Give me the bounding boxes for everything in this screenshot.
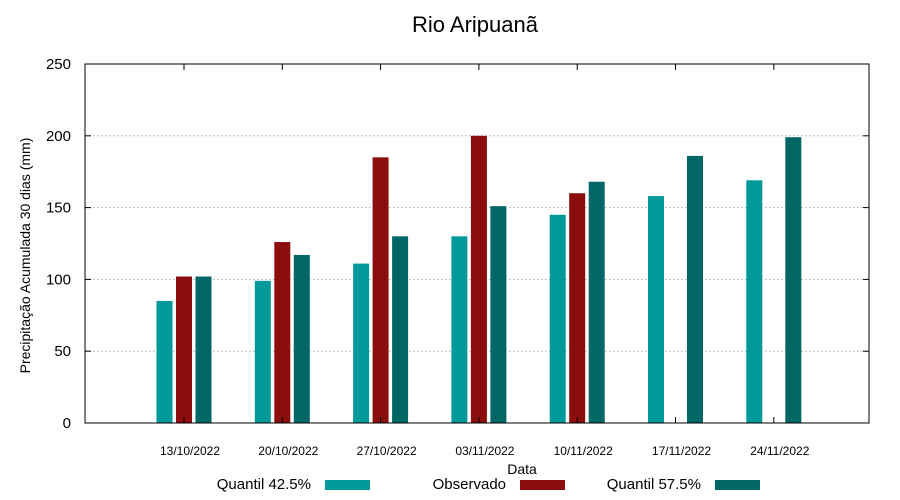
y-tick-label: 100 — [46, 271, 71, 288]
bar — [293, 254, 310, 423]
x-axis-ticks: 13/10/2022 20/10/2022 27/10/2022 03/11/2022… — [160, 64, 810, 458]
legend-label: Quantil 57.5% — [607, 476, 701, 493]
bar — [392, 236, 409, 423]
y-axis-ticks: 0 50 100 150 200 250 — [46, 56, 869, 432]
x-tick-label: 24/11/2022 — [750, 444, 809, 458]
bar — [254, 280, 271, 423]
x-tick-label: 03/11/2022 — [455, 444, 514, 458]
bar — [648, 196, 664, 423]
bar — [470, 135, 487, 424]
x-tick-label: 13/10/2022 — [160, 444, 220, 458]
bar — [746, 180, 763, 423]
x-tick-label: 20/10/2022 — [258, 444, 318, 458]
chart-title: Rio Aripuanã — [412, 12, 539, 37]
bar — [451, 236, 468, 423]
x-axis-label: Data — [507, 461, 537, 477]
plot-area-frame — [84, 63, 870, 424]
bar — [156, 300, 173, 423]
bar — [353, 263, 370, 423]
x-tick-label: 27/10/2022 — [357, 444, 417, 458]
y-tick-label: 200 — [46, 128, 71, 145]
legend-label: Quantil 42.5% — [217, 476, 311, 493]
y-tick-label: 50 — [54, 343, 71, 360]
bars — [156, 135, 802, 424]
bar — [176, 276, 192, 423]
bar — [785, 137, 802, 423]
y-tick-label: 0 — [63, 415, 71, 432]
bar — [588, 181, 605, 423]
y-tick-label: 150 — [46, 200, 71, 217]
legend: Quantil 42.5% Observado Quantil 57.5% — [217, 476, 760, 493]
y-axis-label: Precipitação Acumulada 30 dias (mm) — [17, 138, 33, 374]
x-tick-label: 17/11/2022 — [652, 444, 711, 458]
bar — [274, 242, 291, 423]
bar — [195, 276, 212, 423]
legend-label: Observado — [433, 476, 506, 493]
legend-swatch — [325, 480, 370, 490]
y-tick-label: 250 — [46, 56, 71, 73]
bar — [490, 206, 507, 423]
legend-swatch — [715, 480, 760, 490]
legend-swatch — [520, 480, 565, 490]
bar — [687, 155, 703, 424]
bar — [569, 193, 586, 423]
bar — [372, 157, 389, 423]
bar — [549, 214, 566, 423]
x-tick-label: 10/11/2022 — [554, 444, 613, 458]
